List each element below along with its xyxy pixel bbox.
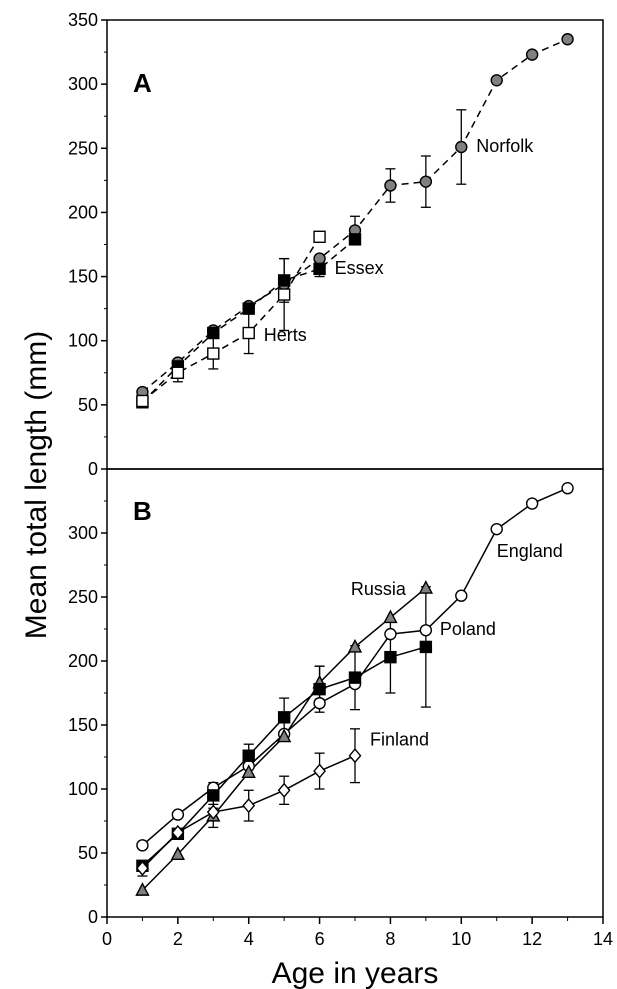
data-point-norfolk — [561, 33, 574, 46]
data-point-essex — [348, 233, 362, 246]
data-point-essex — [313, 262, 326, 276]
x-tick-label: 0 — [102, 929, 112, 949]
data-point-russia — [383, 609, 398, 624]
data-point-norfolk — [384, 179, 397, 192]
data-point-herts — [313, 230, 326, 244]
data-point-russia — [347, 638, 363, 653]
x-tick-label: 4 — [244, 929, 254, 949]
data-point-russia — [241, 764, 256, 779]
x-tick-label: 14 — [593, 929, 613, 949]
x-tick-label: 10 — [451, 929, 471, 949]
data-point-england — [171, 808, 185, 821]
data-point-england — [525, 497, 539, 510]
y-tick-label: 200 — [68, 202, 98, 222]
series-label-essex: Essex — [335, 258, 384, 278]
y-tick-label: 50 — [78, 843, 98, 863]
data-point-norfolk — [455, 140, 468, 154]
series-label-england: England — [497, 541, 563, 561]
data-point-essex — [277, 274, 291, 287]
x-tick-label: 8 — [385, 929, 395, 949]
data-point-poland — [348, 671, 362, 684]
x-axis-title: Age in years — [272, 957, 439, 989]
data-point-russia — [418, 580, 434, 594]
data-point-norfolk — [490, 74, 503, 87]
y-tick-label: 100 — [68, 779, 98, 799]
data-point-essex — [242, 302, 255, 315]
series-label-poland: Poland — [440, 619, 496, 639]
y-tick-label: 350 — [68, 10, 98, 30]
y-tick-label: 250 — [68, 138, 98, 158]
data-point-england — [136, 839, 149, 852]
data-point-russia — [170, 846, 186, 860]
panel-b: 0 50 100 150 200 250 300 B England Russia Poland Fi… — [68, 468, 604, 927]
y-tick-label: 200 — [68, 651, 98, 671]
y-tick-label: 0 — [88, 459, 98, 479]
data-point-herts — [207, 347, 220, 360]
y-tick-label: 250 — [68, 587, 98, 607]
data-point-norfolk — [313, 252, 326, 265]
data-point-england — [384, 627, 397, 641]
x-tick-label: 2 — [173, 929, 183, 949]
data-point-poland — [419, 640, 433, 654]
x-tick-label: 12 — [522, 929, 542, 949]
y-tick-label: 150 — [68, 715, 98, 735]
data-point-russia — [276, 728, 292, 743]
data-point-poland — [313, 682, 326, 696]
data-point-poland — [384, 650, 397, 664]
data-point-finland — [171, 824, 185, 841]
series-label-herts: Herts — [264, 325, 307, 345]
x-tick-label: 6 — [315, 929, 325, 949]
data-point-england — [419, 624, 433, 637]
y-tick-label: 100 — [68, 331, 98, 351]
data-point-finland — [206, 804, 220, 820]
data-point-herts — [136, 394, 149, 408]
x-axis: 0 2 4 6 8 10 12 14 — [102, 917, 613, 949]
data-point-herts — [277, 288, 291, 301]
y-axis-title: Mean total length (mm) — [20, 331, 53, 639]
data-point-poland — [242, 749, 255, 762]
series-line-poland — [141, 646, 427, 867]
data-point-finland — [277, 782, 291, 798]
data-point-russia — [135, 882, 150, 896]
panel-a: 0 50 100 150 200 250 300 350 A Norfolk Essex Herts — [68, 10, 604, 479]
series-label-norfolk: Norfolk — [476, 136, 534, 156]
data-point-england — [313, 697, 326, 710]
panel-letter: B — [133, 496, 152, 526]
data-point-finland — [313, 763, 326, 779]
y-tick-label: 50 — [78, 395, 98, 415]
data-point-poland — [277, 711, 291, 724]
y-tick-label: 300 — [68, 523, 98, 543]
data-point-norfolk — [419, 175, 433, 188]
panel-letter: A — [133, 68, 152, 98]
data-point-england — [490, 522, 503, 536]
data-point-england — [455, 589, 468, 602]
data-point-finland — [136, 860, 149, 876]
data-point-herts — [242, 326, 255, 340]
data-point-finland — [242, 798, 256, 814]
data-point-england — [561, 482, 574, 495]
y-tick-label: 0 — [88, 907, 98, 927]
y-tick-label: 150 — [68, 267, 98, 287]
series-label-russia: Russia — [351, 579, 407, 599]
data-point-herts — [171, 366, 185, 379]
data-point-finland — [348, 748, 362, 764]
data-point-essex — [207, 326, 220, 340]
series-label-finland: Finland — [370, 730, 429, 750]
data-point-poland — [207, 789, 220, 802]
y-tick-label: 300 — [68, 74, 98, 94]
data-point-norfolk — [525, 48, 539, 61]
